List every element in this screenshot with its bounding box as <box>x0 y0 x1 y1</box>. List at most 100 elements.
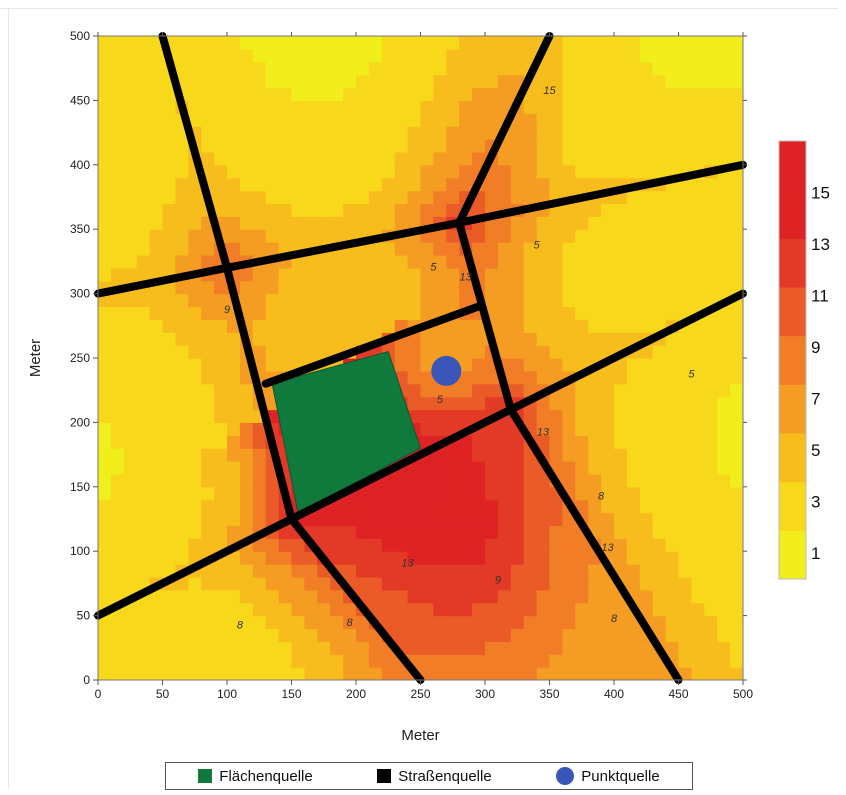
contour-cell <box>420 242 434 256</box>
contour-cell <box>562 332 576 346</box>
contour-cell <box>368 48 383 63</box>
contour-cell <box>201 229 215 243</box>
contour-cell <box>730 332 743 346</box>
contour-cell <box>304 151 318 166</box>
legend-label: Straßenquelle <box>398 767 492 785</box>
contour-cell <box>614 74 628 89</box>
contour-cell <box>485 370 499 385</box>
contour-cell <box>639 267 654 282</box>
contour-cell <box>252 113 267 127</box>
contour-cell <box>149 345 164 359</box>
contour-cell <box>110 615 125 630</box>
contour-cell <box>562 422 576 436</box>
contour-cell <box>368 589 383 604</box>
contour-cell <box>575 461 589 475</box>
contour-cell <box>717 551 731 565</box>
contour-cell <box>188 345 202 359</box>
contour-cell <box>549 654 563 668</box>
contour-cell <box>446 396 460 411</box>
contour-cell <box>110 358 125 372</box>
contour-cell <box>575 254 589 269</box>
contour-cell <box>123 551 138 565</box>
contour-cell <box>446 203 460 217</box>
contour-cell <box>446 242 460 256</box>
colorbar-band <box>779 141 806 191</box>
contour-cell <box>420 113 434 127</box>
contour-cell <box>652 293 667 308</box>
contour-cell <box>678 345 692 359</box>
contour-cell <box>188 486 202 501</box>
contour-cell <box>381 203 396 217</box>
contour-cell <box>562 538 576 552</box>
contour-cell <box>407 551 422 565</box>
contour-cell <box>639 164 654 179</box>
contour-cell <box>394 203 409 217</box>
contour-cell <box>252 139 267 153</box>
contour-cell <box>665 229 680 243</box>
contour-cell <box>510 512 525 527</box>
contour-cell <box>665 280 680 295</box>
contour-cell <box>691 667 705 680</box>
contour-cell <box>136 319 151 333</box>
contour-cell <box>665 564 680 578</box>
contour-cell <box>162 602 176 617</box>
contour-cell <box>123 525 138 539</box>
contour-cell <box>601 641 615 655</box>
contour-cell <box>317 293 331 308</box>
contour-cell <box>149 409 164 423</box>
contour-cell <box>626 48 641 63</box>
contour-cell <box>291 641 305 655</box>
x-tick-label: 500 <box>733 687 753 701</box>
contour-cell <box>639 564 654 578</box>
contour-cell <box>601 203 615 217</box>
contour-cell <box>730 74 743 89</box>
contour-cell <box>678 667 692 680</box>
contour-cell <box>549 576 563 591</box>
contour-cell <box>704 512 718 527</box>
contour-cell <box>588 564 602 578</box>
contour-cell <box>717 499 731 514</box>
contour-cell <box>497 48 512 63</box>
contour-cell <box>175 164 189 179</box>
contour-cell <box>472 564 486 578</box>
contour-cell <box>214 151 228 166</box>
contour-cell <box>394 267 409 282</box>
contour-cell <box>433 345 447 359</box>
contour-cell <box>433 74 447 89</box>
contour-cell <box>614 473 628 488</box>
contour-cell <box>252 486 267 501</box>
contour-cell <box>639 654 654 668</box>
contour-cell <box>317 615 331 630</box>
contour-cell <box>691 461 705 475</box>
contour-cell <box>704 576 718 591</box>
contour-cell <box>265 538 280 552</box>
contour-cell <box>665 242 680 256</box>
contour-cell <box>523 126 538 140</box>
contour-cell <box>549 564 563 578</box>
contour-cell <box>665 499 680 514</box>
contour-cell <box>575 551 589 565</box>
contour-cell <box>252 602 267 617</box>
contour-cell <box>368 538 383 552</box>
contour-cell <box>678 383 692 398</box>
contour-cell <box>201 319 215 333</box>
contour-cell <box>446 551 460 565</box>
contour-cell <box>188 203 202 217</box>
contour-cell <box>239 74 254 89</box>
contour-cell <box>665 576 680 591</box>
contour-cell <box>110 306 125 320</box>
contour-cell <box>459 332 473 346</box>
contour-cell <box>110 512 125 527</box>
contour-cell <box>691 538 705 552</box>
contour-cell <box>265 139 280 153</box>
contour-cell <box>601 602 615 617</box>
contour-cell <box>162 422 176 436</box>
contour-cell <box>497 345 512 359</box>
contour-cell <box>601 383 615 398</box>
contour-cell <box>317 113 331 127</box>
contour-cell <box>575 396 589 411</box>
frame-top-border <box>0 8 838 9</box>
contour-cell <box>201 615 215 630</box>
contour-cell <box>730 383 743 398</box>
y-axis-title: Meter <box>27 339 44 377</box>
